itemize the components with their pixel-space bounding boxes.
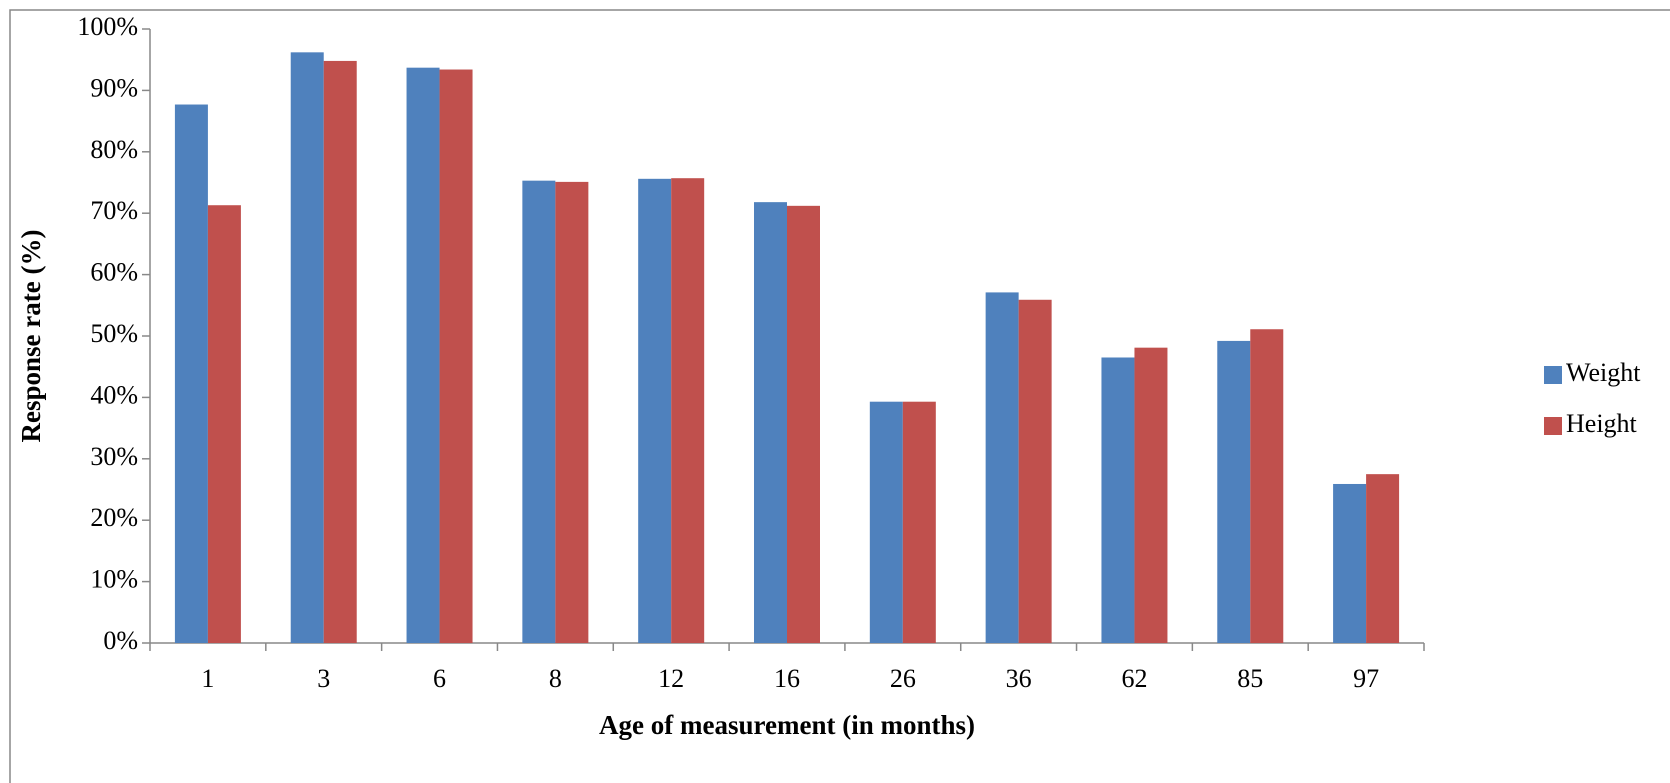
bar <box>174 104 208 644</box>
y-tick-label: 60% <box>90 258 138 287</box>
legend-label: Height <box>1566 409 1638 438</box>
bar <box>555 181 589 644</box>
bar <box>787 205 820 643</box>
bar <box>985 292 1019 643</box>
bar <box>902 401 936 643</box>
bar <box>1134 347 1168 643</box>
y-tick-label: 90% <box>90 73 138 102</box>
bar <box>1366 474 1400 643</box>
y-tick-label: 30% <box>90 442 138 471</box>
bar <box>1250 329 1284 643</box>
x-tick-label: 97 <box>1353 664 1379 693</box>
bar <box>323 60 357 644</box>
x-tick-label: 62 <box>1121 664 1147 693</box>
y-axis-title: Response rate (%) <box>16 230 46 443</box>
y-tick-label: 20% <box>90 503 138 532</box>
x-tick-label: 3 <box>317 664 330 693</box>
bar <box>406 67 440 643</box>
bar <box>290 52 324 643</box>
legend-swatch <box>1544 417 1562 435</box>
x-tick-label: 26 <box>890 664 916 693</box>
bar <box>671 178 705 643</box>
bar <box>638 178 672 644</box>
bar <box>1333 483 1367 643</box>
y-tick-label: 70% <box>90 196 138 225</box>
bar <box>439 69 473 644</box>
chart-frame <box>9 9 1670 783</box>
x-tick-label: 6 <box>433 664 446 693</box>
x-tick-label: 85 <box>1237 664 1263 693</box>
bar <box>1018 299 1052 643</box>
bar <box>522 180 556 643</box>
bar <box>1101 357 1135 643</box>
y-tick-label: 0% <box>103 626 138 655</box>
y-tick-label: 80% <box>90 135 138 164</box>
x-tick-label: 12 <box>658 664 684 693</box>
x-tick-label: 36 <box>1006 664 1032 693</box>
x-tick-label: 1 <box>201 664 214 693</box>
legend-swatch <box>1544 366 1562 384</box>
y-tick-label: 50% <box>90 319 138 348</box>
bar <box>207 205 241 643</box>
bar <box>1217 340 1251 643</box>
y-tick-label: 100% <box>77 12 138 41</box>
y-tick-label: 40% <box>90 380 138 409</box>
bar <box>869 401 903 643</box>
legend-label: Weight <box>1566 358 1641 387</box>
x-tick-label: 8 <box>549 664 562 693</box>
x-axis-title: Age of measurement (in months) <box>599 710 975 740</box>
x-tick-label: 16 <box>774 664 800 693</box>
bar <box>754 202 787 643</box>
y-tick-label: 10% <box>90 565 138 594</box>
